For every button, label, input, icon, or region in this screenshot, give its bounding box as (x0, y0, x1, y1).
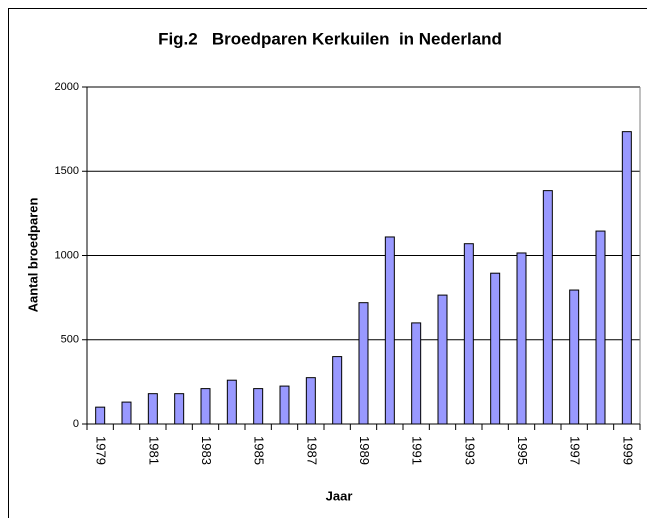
x-tick-label: 1995 (515, 436, 530, 465)
bar (254, 389, 263, 424)
y-tick-label: 0 (73, 418, 79, 430)
x-tick-label: 1997 (568, 436, 583, 465)
bar (517, 253, 526, 424)
bar (201, 389, 210, 424)
x-tick-label: 1991 (410, 436, 425, 465)
bar (385, 237, 394, 424)
x-tick-label: 1985 (252, 436, 267, 465)
bar (148, 394, 157, 424)
bar (122, 402, 131, 424)
bar (491, 273, 500, 424)
y-tick-label: 500 (61, 334, 79, 346)
bar (333, 357, 342, 424)
bar (359, 303, 368, 424)
bar (438, 295, 447, 424)
y-axis-title: Aantal broedparen (25, 198, 40, 313)
bar (280, 386, 289, 424)
bar (306, 378, 315, 424)
x-tick-label: 1981 (146, 436, 161, 465)
bar (570, 290, 579, 424)
y-tick-label: 1500 (55, 165, 79, 177)
x-tick-label: 1983 (199, 436, 214, 465)
x-tick-label: 1987 (304, 436, 319, 465)
y-tick-label: 2000 (55, 81, 79, 93)
bar (227, 380, 236, 424)
bar (622, 132, 631, 424)
x-tick-label: 1999 (620, 436, 635, 465)
bar (96, 407, 105, 424)
chart-title: Fig.2 Broedparen Kerkuilen in Nederland (158, 29, 502, 48)
x-tick-label: 1989 (357, 436, 372, 465)
bar (175, 394, 184, 424)
x-tick-label: 1993 (462, 436, 477, 465)
y-tick-label: 1000 (55, 249, 79, 261)
x-tick-label: 1979 (94, 436, 109, 465)
bar (412, 323, 421, 424)
bar (543, 191, 552, 424)
bar (464, 244, 473, 424)
x-axis-title: Jaar (326, 488, 353, 503)
bar (596, 231, 605, 424)
